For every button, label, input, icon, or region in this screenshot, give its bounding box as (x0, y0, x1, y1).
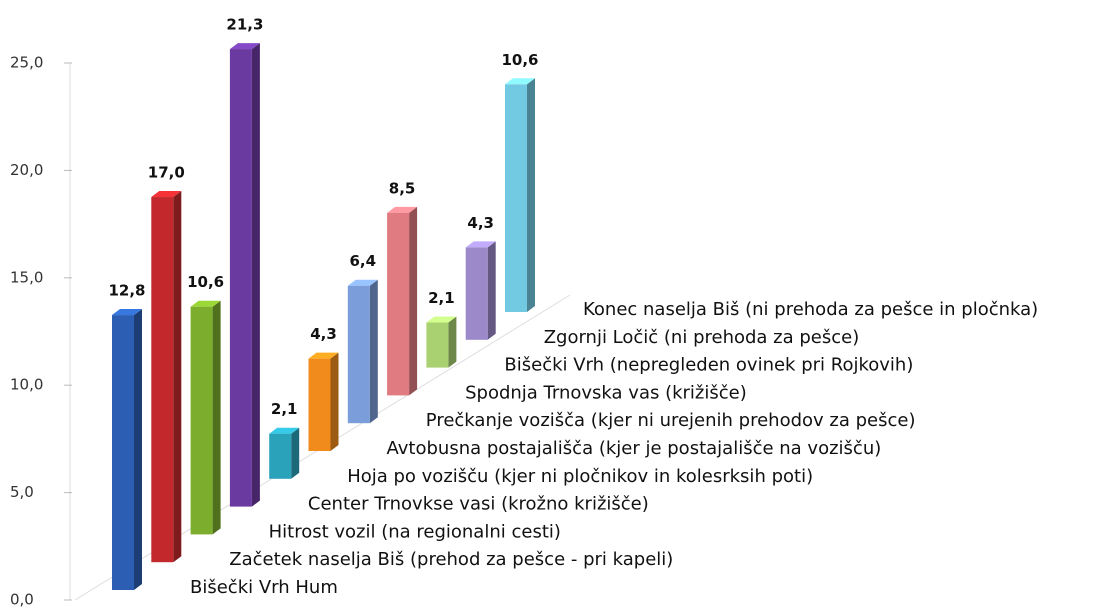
bar-top (347, 279, 378, 286)
bar (387, 212, 410, 396)
bar-side (251, 43, 260, 507)
bar (112, 315, 134, 590)
category-label: Hitrost vozil (na regionalni cesti) (269, 521, 561, 542)
bar (190, 306, 213, 535)
y-tick-label: 25,0 (10, 54, 43, 72)
category-label: Bišečki Vrh Hum (190, 577, 338, 598)
value-label: 21,3 (226, 16, 263, 34)
bar (308, 358, 331, 451)
bar-side (212, 300, 221, 535)
bar-side (330, 352, 339, 451)
bar-side (527, 78, 535, 312)
bar (269, 433, 292, 479)
category-label: Spodnja Trnovska vas (križišče) (465, 382, 747, 403)
bar-top (465, 241, 496, 248)
bar-top (229, 43, 260, 50)
value-label: 10,6 (501, 51, 538, 69)
bar-side (173, 191, 182, 563)
y-tick-label: 5,0 (10, 483, 34, 501)
bar-side (134, 309, 142, 590)
value-label: 10,6 (187, 273, 224, 291)
bar-top (112, 309, 142, 316)
bar (347, 285, 370, 424)
category-label: Avtobusna postajališča (kjer je postajal… (387, 438, 882, 459)
bar (426, 322, 449, 368)
value-label: 17,0 (148, 164, 185, 182)
y-tick-label: 0,0 (10, 591, 34, 609)
value-label: 2,1 (428, 289, 455, 307)
bar-side (409, 206, 418, 396)
category-label: Začetek naselja Biš (prehod za pešce - p… (229, 549, 673, 570)
bar (505, 84, 527, 312)
category-label: Prečkanje vozišča (kjer ni urejenih preh… (426, 410, 916, 431)
bar (229, 49, 252, 507)
category-label: Bišečki Vrh (nepregleden ovinek pri Rojk… (504, 355, 913, 376)
bar-top (269, 427, 300, 434)
bar-top (308, 352, 339, 359)
value-label: 6,4 (350, 252, 377, 270)
category-label: Hoja po vozišču (kjer ni pločnikov in ko… (347, 466, 813, 487)
bar-top (190, 300, 221, 307)
bar-side (487, 241, 496, 340)
value-label: 12,8 (108, 282, 145, 300)
bar-top (151, 191, 182, 198)
value-label: 4,3 (310, 325, 337, 343)
bar-top (505, 78, 535, 85)
bar-top (387, 206, 418, 213)
category-label: Center Trnovkse vasi (krožno križišče) (308, 494, 649, 515)
bar (151, 197, 174, 563)
value-label: 2,1 (271, 400, 298, 418)
value-label: 8,5 (389, 179, 416, 197)
value-label: 4,3 (467, 214, 494, 232)
category-label: Zgornji Ločič (ni prehoda za pešce) (544, 327, 860, 348)
y-tick-label: 20,0 (10, 161, 43, 179)
y-tick-label: 15,0 (10, 268, 43, 286)
bar-top (426, 316, 457, 323)
bar (465, 247, 488, 340)
y-tick-label: 10,0 (10, 376, 43, 394)
bar-side (369, 279, 378, 424)
bar-side (291, 427, 300, 479)
category-label: Konec naselja Biš (ni prehoda za pešce i… (583, 299, 1038, 320)
bar-side (448, 316, 457, 368)
